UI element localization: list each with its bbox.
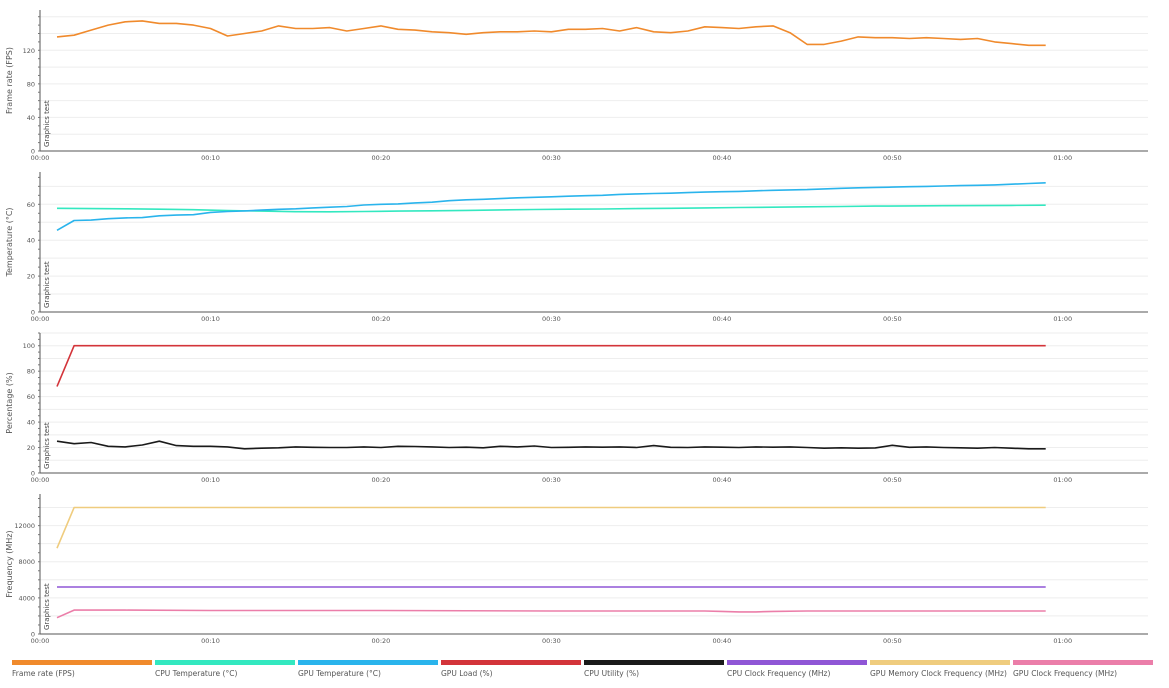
- x-tick-label: 00:10: [201, 476, 220, 484]
- legend-item[interactable]: GPU Temperature (°C): [298, 660, 438, 678]
- x-tick-label: 00:20: [372, 315, 391, 323]
- x-tick-label: 00:50: [883, 154, 902, 162]
- legend-item[interactable]: CPU Clock Frequency (MHz): [727, 660, 867, 678]
- legend-swatch: [727, 660, 867, 665]
- legend-swatch: [155, 660, 295, 665]
- x-tick-label: 00:40: [712, 315, 731, 323]
- x-tick-label: 01:00: [1053, 476, 1072, 484]
- x-tick-label: 00:00: [31, 154, 50, 162]
- y-tick-label: 20: [27, 444, 35, 452]
- x-tick-label: 01:00: [1053, 315, 1072, 323]
- x-tick-label: 01:00: [1053, 154, 1072, 162]
- legend: Frame rate (FPS) CPU Temperature (°C) GPU …: [0, 656, 1169, 688]
- y-axis-title: Frame rate (FPS): [5, 47, 14, 114]
- x-tick-label: 00:00: [31, 315, 50, 323]
- y-tick-label: 100: [23, 342, 35, 350]
- y-axis-title: Temperature (°C): [5, 207, 14, 277]
- y-tick-label: 8000: [18, 558, 35, 566]
- legend-swatch: [584, 660, 724, 665]
- legend-item[interactable]: GPU Memory Clock Frequency (MHz): [870, 660, 1010, 678]
- chart-panel-2: 0 20 40 60 00:00 00:10 00:20 00:30 00:40 00:50 01:…: [5, 172, 1148, 323]
- legend-label: GPU Temperature (°C): [298, 669, 381, 678]
- x-tick-label: 00:00: [31, 476, 50, 484]
- legend-item[interactable]: CPU Temperature (°C): [155, 660, 295, 678]
- y-tick-label: 0: [31, 309, 35, 317]
- x-tick-label: 00:20: [372, 637, 391, 645]
- legend-swatch: [870, 660, 1010, 665]
- legend-label: Frame rate (FPS): [12, 669, 75, 678]
- annotation-graphics-test: Graphics test: [43, 261, 51, 308]
- x-tick-label: 00:50: [883, 637, 902, 645]
- legend-item[interactable]: CPU Utility (%): [584, 660, 724, 678]
- x-tick-label: 01:00: [1053, 637, 1072, 645]
- legend-swatch: [12, 660, 152, 665]
- x-tick-label: 00:30: [542, 154, 561, 162]
- legend-label: GPU Clock Frequency (MHz): [1013, 669, 1117, 678]
- y-tick-label: 4000: [18, 594, 35, 602]
- x-tick-label: 00:00: [31, 637, 50, 645]
- y-tick-label: 0: [31, 470, 35, 478]
- x-tick-label: 00:50: [883, 315, 902, 323]
- y-tick-label: 40: [27, 419, 35, 427]
- x-tick-label: 00:30: [542, 315, 561, 323]
- annotation-graphics-test: Graphics test: [43, 583, 51, 630]
- x-tick-label: 00:50: [883, 476, 902, 484]
- series-line-cpu-temperature-c: [56, 204, 1046, 213]
- series-line-gpu-temperature-c: [56, 182, 1046, 231]
- y-tick-label: 40: [27, 114, 35, 122]
- x-tick-label: 00:30: [542, 476, 561, 484]
- y-axis-title: Percentage (%): [5, 372, 14, 433]
- legend-label: CPU Temperature (°C): [155, 669, 238, 678]
- x-tick-label: 00:40: [712, 476, 731, 484]
- series-line-gpu-memory-clock-frequency-mhz: [56, 506, 1046, 549]
- y-axis-title: Frequency (MHz): [5, 530, 14, 597]
- annotation-graphics-test: Graphics test: [43, 422, 51, 469]
- legend-item[interactable]: GPU Clock Frequency (MHz): [1013, 660, 1153, 678]
- legend-label: CPU Clock Frequency (MHz): [727, 669, 831, 678]
- legend-item[interactable]: Frame rate (FPS): [12, 660, 152, 678]
- y-tick-label: 60: [27, 393, 35, 401]
- chart-panel-3: 0 20 40 60 80 100 00:00 00:10 00:20 00:30 00:40 00:…: [5, 332, 1148, 484]
- x-tick-label: 00:10: [201, 315, 220, 323]
- x-tick-label: 00:10: [201, 154, 220, 162]
- series-line-gpu-load: [56, 344, 1046, 387]
- x-tick-label: 00:10: [201, 637, 220, 645]
- y-tick-label: 80: [27, 80, 35, 88]
- x-tick-label: 00:40: [712, 637, 731, 645]
- legend-swatch: [441, 660, 581, 665]
- x-tick-label: 00:20: [372, 154, 391, 162]
- annotation-graphics-test: Graphics test: [43, 100, 51, 147]
- y-tick-label: 12000: [14, 522, 35, 530]
- y-tick-label: 40: [27, 237, 35, 245]
- x-tick-label: 00:40: [712, 154, 731, 162]
- legend-label: GPU Memory Clock Frequency (MHz): [870, 669, 1007, 678]
- chart-panel-1: 0 40 80 120 00:00 00:10 00:20 00:30 00:40 00:50 01…: [5, 10, 1148, 162]
- x-tick-label: 00:30: [542, 637, 561, 645]
- chart-panel-4: 0 4000 8000 12000 00:00 00:10 00:20 00:30 00:40 0…: [5, 494, 1148, 645]
- y-tick-label: 80: [27, 368, 35, 376]
- y-tick-label: 120: [23, 47, 35, 55]
- legend-item[interactable]: GPU Load (%): [441, 660, 581, 678]
- legend-label: GPU Load (%): [441, 669, 493, 678]
- x-tick-label: 00:20: [372, 476, 391, 484]
- y-tick-label: 20: [27, 273, 35, 281]
- y-tick-label: 0: [31, 148, 35, 156]
- series-line-cpu-utility: [56, 440, 1046, 450]
- series-line-gpu-clock-frequency-mhz: [56, 609, 1046, 619]
- legend-label: CPU Utility (%): [584, 669, 640, 678]
- y-tick-label: 0: [31, 631, 35, 639]
- series-line-frame-rate-fps: [56, 20, 1046, 47]
- legend-swatch: [298, 660, 438, 665]
- y-tick-label: 60: [27, 201, 35, 209]
- legend-swatch: [1013, 660, 1153, 665]
